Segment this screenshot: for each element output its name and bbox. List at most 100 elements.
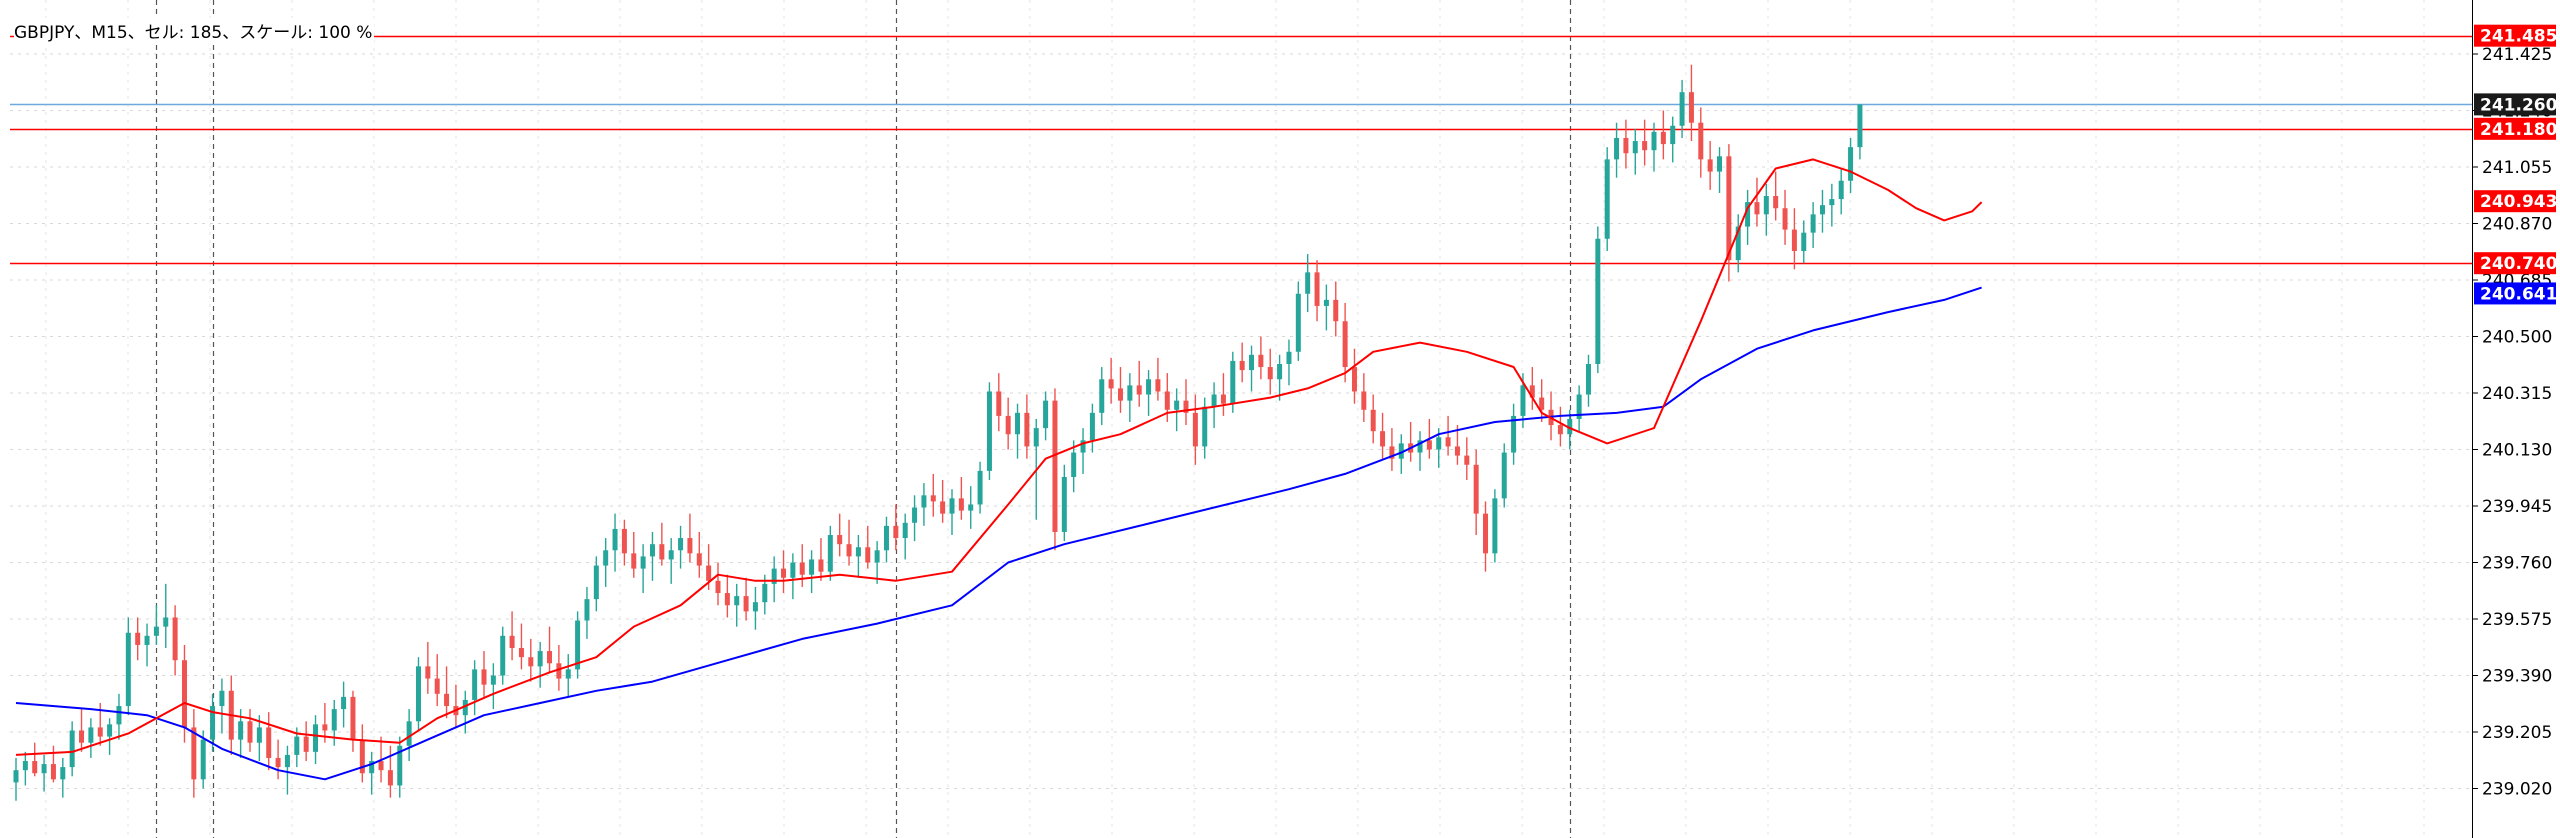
- candle: [996, 373, 1002, 432]
- candle: [1595, 226, 1601, 374]
- candle: [837, 513, 843, 557]
- candle-body: [181, 660, 187, 728]
- candle-body: [266, 727, 272, 758]
- candle-body: [1230, 360, 1236, 404]
- candle-body: [1698, 122, 1704, 160]
- candle-body: [1389, 446, 1395, 459]
- candle-body: [1501, 452, 1507, 499]
- candle-body: [1249, 354, 1255, 371]
- candle: [41, 754, 47, 792]
- candle-body: [1782, 208, 1788, 230]
- candle: [406, 709, 412, 762]
- price-tag: 240.943: [2474, 190, 2557, 213]
- candle: [1464, 437, 1470, 481]
- candle-body: [1117, 388, 1123, 401]
- candle: [1567, 409, 1573, 450]
- candle-body: [1333, 299, 1339, 322]
- candle: [1511, 403, 1517, 465]
- candle: [1305, 254, 1311, 313]
- candle-body: [593, 565, 599, 600]
- candle-body: [1043, 400, 1049, 429]
- candle-body: [1454, 446, 1460, 456]
- candle-body: [1192, 412, 1198, 447]
- candle-body: [1239, 360, 1245, 371]
- candle: [1136, 360, 1142, 407]
- candle-body: [556, 663, 562, 679]
- candle: [397, 736, 403, 798]
- candle-body: [69, 730, 75, 768]
- price-tag-label: 241.180: [2480, 120, 2558, 140]
- candle: [22, 751, 28, 786]
- candle: [1632, 128, 1638, 175]
- candle: [771, 556, 777, 603]
- candle-body: [1585, 363, 1591, 395]
- candle-body: [528, 657, 534, 667]
- candle: [1155, 357, 1161, 401]
- candle-body: [958, 498, 964, 511]
- candle-body: [97, 727, 103, 737]
- candle-body: [537, 651, 543, 667]
- candle: [874, 541, 880, 584]
- price-axis-tick-label: 240.315: [2482, 384, 2552, 404]
- candle: [781, 550, 787, 594]
- candle: [1445, 415, 1451, 456]
- candle: [518, 623, 524, 670]
- candle-body: [724, 593, 730, 606]
- candle-body: [518, 648, 524, 658]
- candle-body: [1136, 385, 1142, 395]
- candle: [1717, 147, 1723, 193]
- candle-body: [1080, 440, 1086, 453]
- candle: [809, 550, 815, 594]
- candle: [219, 678, 225, 734]
- candle-body: [1295, 293, 1301, 352]
- candle: [1623, 119, 1629, 169]
- price-axis-tick-label: 239.575: [2482, 610, 2552, 630]
- candle-body: [1829, 199, 1835, 206]
- candle: [537, 641, 543, 688]
- candle-body: [378, 761, 384, 771]
- candle-body: [191, 727, 197, 780]
- candle-body: [940, 501, 946, 514]
- candle: [678, 525, 684, 569]
- candle-body: [1735, 226, 1741, 261]
- candle-body: [912, 507, 918, 523]
- candle: [1670, 116, 1676, 163]
- candle: [1735, 214, 1741, 273]
- candle-body: [771, 568, 777, 584]
- candle: [79, 709, 85, 752]
- candle: [1604, 147, 1610, 251]
- candle-body: [1464, 455, 1470, 465]
- candle-body: [1015, 412, 1021, 435]
- candle-body: [1202, 406, 1208, 447]
- price-tag: 241.180: [2474, 117, 2558, 140]
- candle-body: [1220, 394, 1226, 404]
- candle: [940, 480, 946, 523]
- candle-body: [1763, 196, 1769, 215]
- candle: [444, 666, 450, 719]
- price-tag-label: 240.641: [2480, 284, 2557, 304]
- candle: [902, 513, 908, 560]
- candle-body: [331, 709, 337, 731]
- candle-body: [462, 699, 468, 716]
- candle-body: [1155, 379, 1161, 392]
- candle-body: [1071, 452, 1077, 477]
- price-axis-tick-label: 240.870: [2482, 215, 2552, 235]
- candle-body: [996, 391, 1002, 416]
- candle: [1848, 137, 1854, 193]
- candle-body: [1614, 137, 1620, 160]
- candle-body: [1183, 400, 1189, 413]
- candle-body: [1033, 428, 1039, 447]
- candle-body: [1529, 385, 1535, 398]
- candle: [359, 724, 365, 783]
- horizontal-levels[interactable]: [10, 35, 2472, 265]
- candle-body: [818, 559, 824, 572]
- candle-body: [425, 666, 431, 679]
- candle-body: [313, 724, 319, 752]
- candle-body: [865, 547, 871, 563]
- candle-body: [1754, 202, 1760, 215]
- candle-body: [1539, 397, 1545, 410]
- price-axis-tick-label: 239.945: [2482, 497, 2552, 517]
- candle-body: [144, 635, 150, 645]
